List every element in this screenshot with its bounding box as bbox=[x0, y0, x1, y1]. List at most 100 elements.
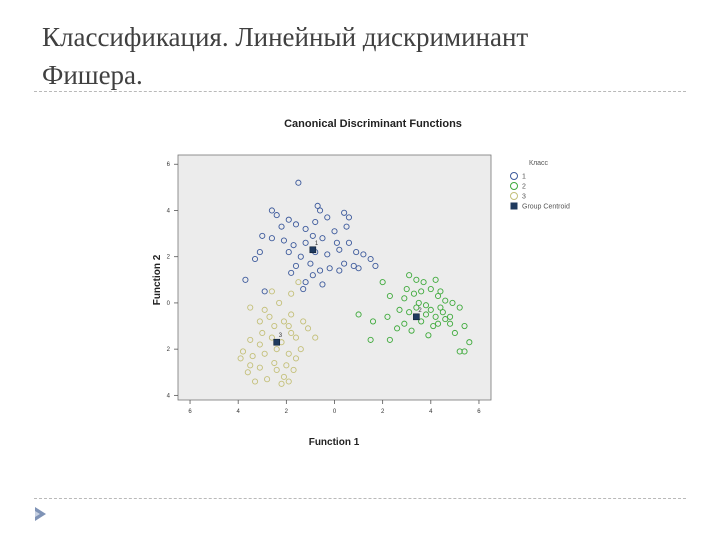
point-class-1 bbox=[319, 281, 326, 288]
point-class-2 bbox=[437, 288, 444, 295]
point-class-1 bbox=[324, 251, 331, 258]
point-class-3 bbox=[247, 336, 254, 343]
point-class-2 bbox=[379, 279, 386, 286]
point-class-2 bbox=[369, 318, 377, 325]
point-class-3 bbox=[256, 318, 263, 325]
point-class-3 bbox=[273, 346, 280, 353]
point-class-1 bbox=[297, 253, 304, 260]
x-tick-label: 6 bbox=[477, 409, 481, 415]
point-class-2 bbox=[451, 329, 458, 337]
point-class-1 bbox=[336, 267, 343, 274]
point-class-3 bbox=[239, 348, 247, 355]
legend-entry-label: 3 bbox=[522, 194, 526, 201]
legend-marker-class-3 bbox=[510, 192, 518, 200]
point-class-1 bbox=[312, 218, 319, 226]
point-class-3 bbox=[256, 341, 263, 348]
point-class-1 bbox=[343, 223, 350, 230]
point-class-3 bbox=[266, 313, 273, 320]
point-class-1 bbox=[273, 212, 280, 219]
point-class-3 bbox=[268, 288, 275, 295]
legend: Класс 1 2 3 Group Centroid bbox=[510, 160, 570, 211]
point-class-2 bbox=[403, 286, 410, 293]
y-tick-label: 4 bbox=[167, 208, 171, 214]
point-class-1 bbox=[251, 255, 259, 263]
point-class-2 bbox=[420, 279, 427, 286]
x-axis-title: Function 1 bbox=[309, 437, 360, 448]
legend-entry-label: 1 bbox=[522, 174, 526, 181]
point-class-2 bbox=[422, 302, 430, 309]
point-class-2 bbox=[456, 304, 463, 311]
point-class-3 bbox=[271, 322, 278, 330]
point-class-1 bbox=[309, 272, 316, 279]
x-tick-label: 6 bbox=[188, 409, 192, 415]
legend-marker-class-1 bbox=[510, 172, 518, 180]
x-tick-label: 2 bbox=[381, 409, 385, 415]
point-class-2 bbox=[408, 327, 415, 334]
point-class-1 bbox=[278, 223, 285, 230]
centroid-label: 2 bbox=[418, 308, 422, 314]
point-class-3 bbox=[251, 378, 259, 385]
point-class-1 bbox=[336, 246, 343, 253]
point-class-1 bbox=[309, 232, 316, 239]
point-class-3 bbox=[295, 279, 302, 286]
point-class-1 bbox=[314, 202, 321, 209]
point-class-2 bbox=[434, 292, 442, 300]
point-class-2 bbox=[447, 313, 454, 320]
point-class-1 bbox=[360, 251, 367, 258]
centroid-label: 3 bbox=[279, 333, 283, 339]
point-class-3 bbox=[256, 364, 263, 371]
slide-title: Классификация. Линейный дискриминант Фиш… bbox=[42, 22, 529, 90]
axis-ticks: 6 4 2 0 2 4 6 4 2 0 2 4 6 bbox=[167, 162, 482, 415]
point-class-1 bbox=[242, 276, 249, 283]
point-class-3 bbox=[278, 380, 285, 387]
point-class-1 bbox=[341, 209, 348, 216]
point-class-2 bbox=[425, 332, 432, 339]
bottom-divider bbox=[34, 498, 686, 499]
point-class-1 bbox=[333, 239, 340, 246]
point-class-3 bbox=[292, 355, 300, 362]
point-class-1 bbox=[345, 239, 352, 246]
point-class-2 bbox=[418, 318, 425, 325]
point-class-3 bbox=[300, 318, 307, 325]
centroid-marker bbox=[273, 338, 281, 346]
group-centroids: 1 2 3 bbox=[273, 241, 422, 346]
point-class-1 bbox=[345, 214, 352, 221]
legend-entry-label: Group Centroid bbox=[522, 204, 570, 211]
point-class-3 bbox=[261, 306, 268, 313]
point-class-2 bbox=[422, 311, 430, 318]
point-class-3 bbox=[288, 329, 295, 337]
point-class-2 bbox=[406, 272, 413, 279]
point-class-3 bbox=[247, 362, 254, 369]
point-class-1 bbox=[319, 235, 326, 242]
point-class-2 bbox=[401, 320, 408, 327]
x-tick-label: 4 bbox=[429, 409, 433, 415]
legend-marker-centroid bbox=[510, 202, 518, 210]
point-class-1 bbox=[268, 207, 275, 214]
plot-area bbox=[177, 154, 492, 401]
point-class-3 bbox=[285, 322, 292, 330]
point-class-3 bbox=[268, 334, 275, 341]
point-class-3 bbox=[276, 299, 283, 306]
x-tick-label: 0 bbox=[333, 409, 337, 415]
point-class-2 bbox=[430, 322, 437, 330]
point-class-2 bbox=[427, 306, 434, 313]
point-class-3 bbox=[312, 334, 319, 341]
bullet-arrow-icon bbox=[35, 507, 46, 521]
centroid-marker bbox=[413, 313, 420, 321]
point-class-3 bbox=[244, 369, 251, 376]
point-class-3 bbox=[304, 325, 312, 332]
point-class-2 bbox=[415, 299, 422, 306]
point-class-2 bbox=[418, 288, 425, 295]
x-tick-label: 2 bbox=[285, 409, 289, 415]
point-class-1 bbox=[259, 232, 266, 239]
point-class-3 bbox=[237, 355, 244, 362]
legend-title: Класс bbox=[529, 160, 549, 167]
point-class-1 bbox=[317, 207, 324, 214]
point-class-1 bbox=[350, 262, 357, 269]
point-class-1 bbox=[292, 221, 300, 228]
point-class-3 bbox=[290, 366, 297, 374]
point-class-2 bbox=[386, 292, 393, 300]
bullet-arrow-highlight bbox=[35, 511, 40, 517]
point-class-3 bbox=[273, 366, 280, 374]
